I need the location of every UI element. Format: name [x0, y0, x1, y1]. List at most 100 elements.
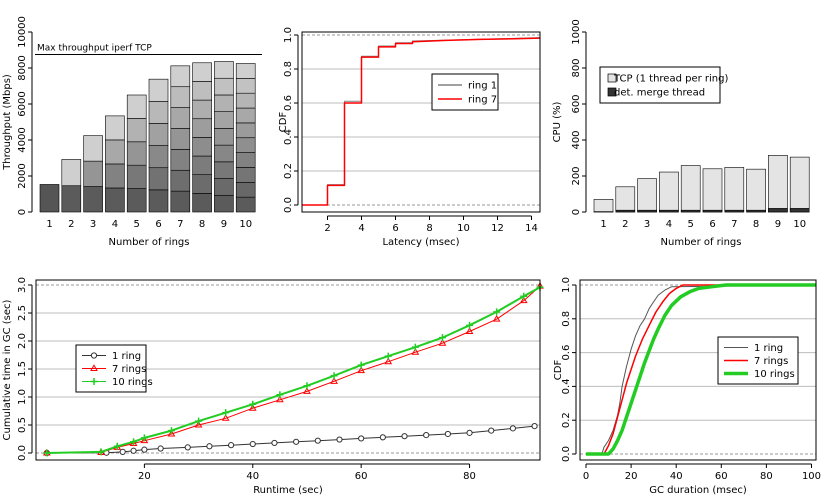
x-tick-label: 4 — [358, 223, 364, 234]
y-tick-label: 600 — [571, 94, 582, 113]
chart-cpu: 1 2 3 4 5 6 7 8 9 10 0 200 400 600 800 1000 Number of ri… — [552, 19, 810, 248]
y-axis-title: CDF — [278, 112, 289, 133]
bar-segment — [235, 122, 256, 139]
point-marker — [379, 434, 386, 441]
bar-segment — [214, 111, 234, 129]
point-marker — [438, 339, 447, 346]
bar-segment — [192, 81, 212, 101]
series-line — [302, 37, 541, 206]
chart-gc-cumulative: 0.0 0.5 1.0 1.5 2.0 2.5 3.0 20 40 60 80 Runtime (se… — [2, 277, 544, 496]
point-marker — [488, 427, 495, 434]
bar-tcp — [637, 178, 657, 213]
bar-segment — [170, 86, 191, 108]
bar-merge — [702, 209, 723, 213]
y-tick-label: 6000 — [17, 91, 28, 116]
bar-tcp — [680, 165, 701, 213]
bar-segment — [214, 77, 234, 96]
point-marker — [358, 435, 365, 442]
x-axis-title: Runtime (sec) — [253, 485, 323, 496]
bar-segment — [126, 94, 147, 119]
bar-segment — [214, 144, 234, 163]
point-marker — [444, 430, 451, 438]
y-tick-label: 1.0 — [283, 27, 294, 43]
bar-segment — [105, 115, 125, 141]
x-axis-title: Latency (msec) — [382, 237, 459, 248]
x-tick-label: 12 — [491, 223, 504, 234]
point-marker — [167, 427, 175, 435]
bar-segment — [192, 155, 212, 175]
bar-tcp — [615, 186, 636, 213]
bar-segment — [192, 118, 212, 138]
bar-merge — [789, 208, 810, 213]
x-tick-label: 80 — [463, 471, 476, 482]
y-tick-label: 4000 — [17, 127, 28, 152]
point-marker — [493, 308, 501, 316]
x-tick-label: 8 — [753, 219, 759, 230]
bar-segment — [170, 128, 191, 150]
point-marker — [249, 440, 256, 448]
y-axis-title: Cumulative time in GC (sec) — [2, 299, 13, 440]
x-tick-label: 4 — [112, 219, 118, 230]
y-tick-label: 0 — [17, 209, 28, 215]
x-tick-label: 2 — [68, 219, 74, 230]
bar-segment — [235, 182, 256, 198]
x-tick-label: 20 — [625, 471, 638, 482]
chart-latency-cdf: 0.0 0.2 0.4 0.6 0.8 1.0 2 4 6 8 10 12 14 Latency (mse… — [278, 27, 541, 248]
plot-frame — [301, 31, 541, 213]
point-marker — [141, 446, 148, 453]
point-marker — [330, 377, 338, 384]
bar-segment — [148, 167, 169, 191]
y-tick-label: 0 — [571, 209, 582, 215]
point-marker — [357, 361, 365, 369]
bar-tcp — [593, 199, 614, 213]
y-tick-label: 0.4 — [283, 129, 294, 145]
x-tick-label: 5 — [134, 219, 140, 230]
point-marker — [90, 352, 98, 359]
point-marker — [222, 409, 230, 417]
legend-label: 10 rings — [754, 369, 795, 380]
legend-key — [607, 87, 617, 97]
y-tick-label: 1.5 — [17, 361, 28, 377]
x-tick-label: 3 — [90, 219, 96, 230]
x-tick-label: 14 — [525, 223, 538, 234]
point-marker — [90, 364, 98, 371]
bar-segment — [192, 193, 212, 213]
y-tick-label: 2.5 — [17, 305, 28, 321]
bar-segment — [126, 118, 147, 143]
bar-segment — [126, 164, 147, 189]
y-axis-title: CPU (%) — [552, 102, 563, 143]
point-marker — [140, 434, 148, 442]
x-tick-label: 10 — [239, 219, 252, 230]
chart-throughput: 1 2 3 4 5 6 7 8 9 10 Max throughput iperf TCP 0 2000… — [2, 16, 262, 248]
y-tick-label: 0.8 — [561, 311, 572, 327]
bar-segment — [214, 61, 234, 79]
legend-label: det. merge thread — [614, 88, 705, 99]
bar-merge — [637, 209, 657, 213]
point-marker — [465, 327, 474, 334]
bar-segment — [105, 187, 125, 213]
y-tick-label: 800 — [571, 58, 582, 77]
x-tick-label: 20 — [138, 471, 151, 482]
x-tick-label: 8 — [199, 219, 205, 230]
bar-segment — [192, 99, 212, 120]
bar-segment — [126, 188, 147, 213]
bar-tcp — [659, 171, 679, 213]
x-axis-title: Number of rings — [109, 237, 190, 248]
x-tick-label: 6 — [155, 219, 161, 230]
bar-merge — [615, 209, 636, 213]
point-marker — [130, 438, 138, 446]
bar-segment — [235, 78, 256, 94]
bar-segment — [148, 123, 169, 146]
bar-segment — [235, 167, 256, 183]
point-marker — [519, 296, 528, 304]
point-marker — [195, 417, 203, 425]
point-marker — [248, 403, 257, 411]
point-marker — [509, 425, 517, 432]
bar-segment — [214, 128, 234, 146]
y-axis-title: CDF — [553, 360, 564, 381]
bar-segment — [170, 169, 191, 192]
y-tick-label: 0.6 — [283, 95, 294, 111]
bar-segment — [214, 178, 234, 196]
bar-segment — [235, 196, 256, 213]
